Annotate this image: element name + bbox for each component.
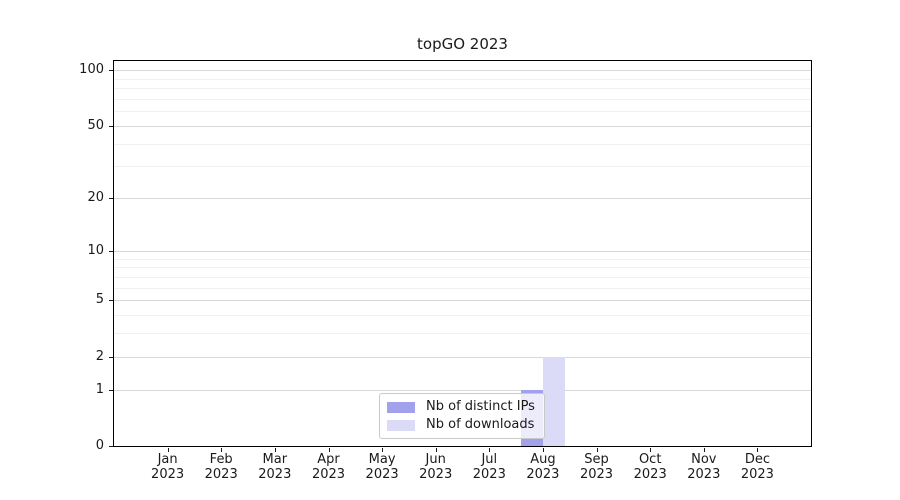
- x-axis-tick: [328, 448, 330, 452]
- major-gridline: [114, 389, 811, 391]
- minor-gridline: [114, 88, 811, 90]
- x-axis-tick: [221, 448, 223, 452]
- chart-title: topGO 2023: [417, 35, 508, 53]
- x-axis-tick: [167, 448, 169, 452]
- x-tick-label: Jun 2023: [419, 452, 453, 482]
- x-tick-label: Dec 2023: [740, 452, 774, 482]
- x-tick-label: Jan 2023: [151, 452, 185, 482]
- y-axis-tick: [109, 300, 113, 302]
- minor-gridline: [114, 166, 811, 168]
- major-gridline: [114, 70, 811, 72]
- legend-item-distinct-ips: Nb of distinct IPs: [387, 399, 537, 415]
- minor-gridline: [114, 98, 811, 100]
- minor-gridline: [114, 111, 811, 113]
- major-gridline: [114, 125, 811, 127]
- y-tick-label: 2: [95, 348, 104, 364]
- legend-item-downloads: Nb of downloads: [387, 417, 537, 433]
- legend-swatch-downloads: [387, 419, 415, 431]
- minor-gridline: [114, 333, 811, 335]
- major-gridline: [114, 250, 811, 252]
- minor-gridline: [114, 143, 811, 145]
- x-axis-tick: [274, 448, 276, 452]
- x-tick-label: Oct 2023: [633, 452, 667, 482]
- y-axis-tick: [109, 198, 113, 200]
- y-axis-tick: [109, 250, 113, 252]
- y-tick-label: 0: [95, 438, 104, 453]
- x-tick-label: Sep 2023: [579, 452, 614, 482]
- x-tick-label: Feb 2023: [204, 452, 238, 482]
- x-tick-label: Aug 2023: [526, 452, 560, 482]
- legend: Nb of distinct IPs Nb of downloads: [379, 393, 545, 439]
- legend-swatch-distinct-ips: [387, 401, 415, 413]
- plot-area: topGO 2023 Nb of distinct IPs Nb of down…: [79, 35, 812, 482]
- legend-label-downloads: Nb of downloads: [426, 417, 535, 432]
- major-gridline: [114, 356, 811, 358]
- major-gridline: [114, 198, 811, 200]
- major-gridline: [114, 300, 811, 302]
- minor-gridline: [114, 78, 811, 80]
- x-axis-tick: [757, 448, 759, 452]
- y-tick-label: 100: [79, 62, 104, 78]
- x-tick-label: Apr 2023: [311, 452, 346, 482]
- x-tick-label: Mar 2023: [258, 452, 292, 482]
- x-axis-tick: [382, 448, 384, 452]
- y-axis-tick: [109, 125, 113, 127]
- minor-gridline: [114, 314, 811, 316]
- x-axis-tick: [650, 448, 652, 452]
- legend-label-distinct-ips: Nb of distinct IPs: [426, 399, 535, 414]
- y-tick-label: 10: [87, 242, 104, 258]
- x-axis-tick: [596, 448, 598, 452]
- x-axis-tick: [489, 448, 491, 452]
- x-axis-tick: [542, 448, 544, 452]
- x-tick-label: Jul 2023: [472, 452, 506, 482]
- y-axis-tick: [109, 389, 113, 391]
- minor-gridline: [114, 258, 811, 260]
- x-tick-label: May 2023: [365, 452, 399, 482]
- minor-gridline: [114, 276, 811, 278]
- y-tick-label: 20: [87, 190, 104, 206]
- x-tick-label: Nov 2023: [687, 452, 721, 482]
- y-axis-tick: [109, 356, 113, 358]
- y-axis-tick: [109, 70, 113, 72]
- y-axis-tick: [109, 446, 113, 447]
- x-axis-tick: [703, 448, 705, 452]
- y-tick-label: 5: [95, 292, 104, 308]
- minor-gridline: [114, 287, 811, 289]
- y-tick-label: 50: [87, 117, 104, 133]
- x-axis-tick: [435, 448, 437, 452]
- y-tick-label: 1: [95, 381, 104, 397]
- minor-gridline: [114, 267, 811, 269]
- bar-downloads: [542, 356, 565, 446]
